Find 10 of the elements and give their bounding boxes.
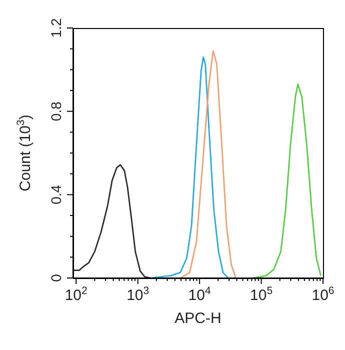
x-tick-label: 10$^{2}$ [64, 285, 88, 304]
y-tick-label: 1.2 [48, 18, 64, 38]
x-tick-label: 10$^{6}$ [312, 285, 334, 304]
x-tick-label: 10$^{4}$ [188, 285, 211, 304]
y-tick-label: 0.4 [48, 184, 64, 204]
x-tick-label: 10$^{5}$ [250, 285, 273, 304]
x-tick-label: 10$^{3}$ [126, 285, 150, 304]
y-tick-label: 0.8 [48, 101, 64, 122]
y-tick-label: 0 [48, 274, 64, 282]
x-axis-title: APC-H [174, 310, 222, 327]
